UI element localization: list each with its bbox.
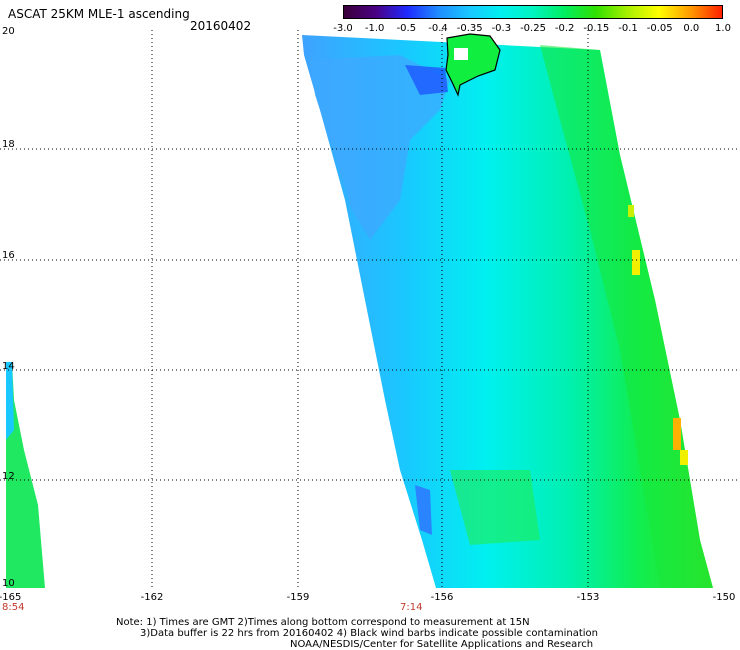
- swath-west-cyan: [6, 362, 14, 440]
- island-gap: [454, 48, 468, 60]
- colorbar-tick-label: -0.1: [618, 23, 638, 34]
- lat-label-14: 14: [2, 361, 15, 372]
- footnotes: Note: 1) Times are GMT 2)Times along bot…: [116, 617, 598, 650]
- lon-label-153: -153: [576, 592, 600, 603]
- footnote-line-2: 3)Data buffer is 22 hrs from 20160402 4)…: [140, 628, 598, 639]
- lat-label-18: 18: [2, 139, 15, 150]
- swath-blue-patch: [310, 55, 450, 240]
- colorbar-tick-label: -0.35: [456, 23, 483, 34]
- colorbar-tick-label: -0.05: [646, 23, 673, 34]
- pass-time-west: 8:54: [2, 602, 25, 613]
- swath-west: [6, 362, 45, 588]
- lon-label-159: -159: [286, 592, 310, 603]
- lon-label-165: -165: [0, 592, 22, 603]
- lon-label-156: -156: [430, 592, 454, 603]
- lat-label-10: 10: [2, 578, 15, 589]
- pass-time-east: 7:14: [400, 602, 423, 613]
- lat-label-12: 12: [2, 471, 15, 482]
- lat-label-16: 16: [2, 250, 15, 261]
- swath-blue-patch-south: [415, 485, 432, 535]
- colorbar-tick-label: -0.3: [491, 23, 512, 34]
- lon-label-150: -150: [712, 592, 736, 603]
- swath-green-band: [540, 45, 713, 588]
- edge-yellow-2: [632, 250, 640, 275]
- chart-title: ASCAT 25KM MLE-1 ascending: [8, 7, 190, 21]
- lat-label-20: 20: [2, 26, 15, 37]
- swath-green-patch-south: [450, 470, 540, 545]
- footnote-line-3: NOAA/NESDIS/Center for Satellite Applica…: [290, 639, 594, 650]
- colorbar-tick-label: 1.0: [715, 23, 731, 34]
- footnote-line-1: Note: 1) Times are GMT 2)Times along bot…: [116, 617, 530, 628]
- colorbar-tick-label: -0.2: [554, 23, 575, 34]
- colorbar: [343, 5, 723, 19]
- chart-date: 20160402: [190, 19, 252, 33]
- edge-yellow-1: [628, 205, 634, 217]
- colorbar-tick-label: -0.15: [583, 23, 610, 34]
- edge-orange-1: [673, 418, 681, 450]
- colorbar-tick-label: -0.5: [396, 23, 417, 34]
- swath-deep-blue-patch: [405, 65, 448, 95]
- edge-yellow-3: [680, 450, 688, 465]
- graticule: [0, 30, 740, 590]
- colorbar-tick-label: 0.0: [683, 23, 700, 34]
- lon-label-162: -162: [140, 592, 164, 603]
- colorbar-tick-label: -0.4: [428, 23, 448, 34]
- colorbar-tick-label: -3.0: [333, 23, 353, 34]
- colorbar-tick-label: -0.25: [520, 23, 546, 34]
- colorbar-tick-label: -1.0: [364, 23, 385, 34]
